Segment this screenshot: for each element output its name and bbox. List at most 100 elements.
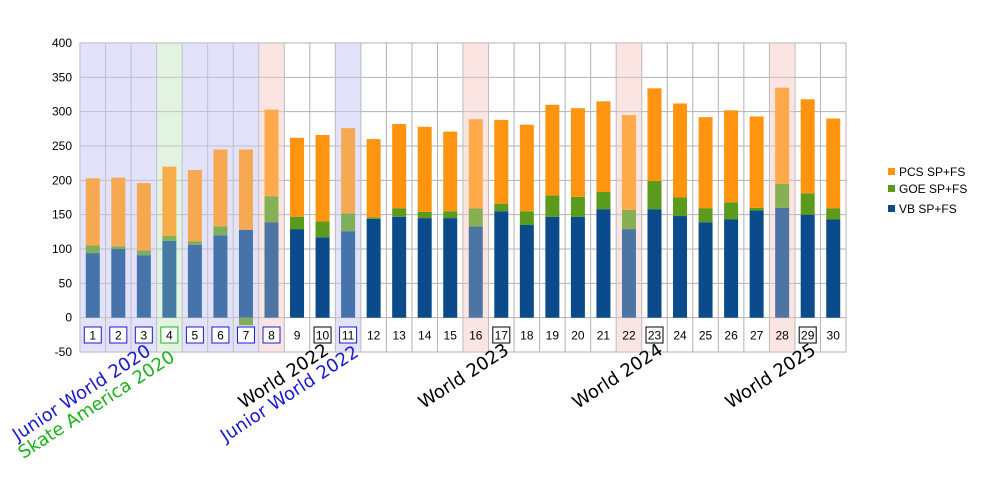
bar-goe: [468, 208, 483, 227]
bar-vb: [800, 214, 815, 318]
bar-pcs: [290, 137, 305, 217]
bar-vb: [315, 237, 330, 318]
bar-goe: [621, 209, 636, 230]
band-tint: [769, 43, 795, 352]
bar-vb: [290, 229, 305, 318]
x-tick-label: 30: [827, 329, 841, 343]
band-tint: [616, 43, 642, 352]
y-tick-label: 100: [52, 242, 72, 256]
x-tick-label: 19: [546, 329, 560, 343]
x-tick-label: 28: [775, 329, 789, 343]
x-tick-label: 2: [115, 329, 122, 343]
bar-vb: [647, 209, 662, 318]
y-tick-label: 250: [52, 139, 72, 153]
legend-swatch: [888, 205, 895, 212]
category-box: [134, 326, 153, 344]
bar-pcs: [85, 178, 100, 246]
bar-goe: [162, 235, 177, 241]
band-tint: [182, 43, 259, 352]
x-tick-label: 29: [801, 329, 815, 343]
bar-pcs: [187, 170, 202, 242]
legend-swatch: [888, 185, 895, 192]
legend-label: PCS SP+FS: [899, 165, 965, 179]
bar-vb: [545, 216, 560, 318]
x-tick-label: 22: [622, 329, 636, 343]
bar-vb: [570, 216, 585, 318]
bar-goe: [315, 221, 330, 238]
bar-vb: [264, 222, 279, 318]
x-tick-label: 9: [294, 329, 301, 343]
bar-vb: [213, 235, 228, 318]
bar-vb: [494, 211, 509, 318]
bar-goe: [698, 208, 713, 223]
bar-goe: [187, 241, 202, 245]
bar-pcs: [494, 119, 509, 204]
bar-vb: [238, 229, 253, 318]
band-tint: [258, 43, 285, 352]
bar-goe: [647, 181, 662, 210]
bar-pcs: [775, 87, 790, 184]
x-tick-label: 12: [367, 329, 381, 343]
bar-vb: [698, 222, 713, 318]
bar-pcs: [724, 110, 739, 203]
bar-goe: [417, 211, 432, 219]
bar-vb: [826, 219, 841, 318]
x-tick-label: 3: [140, 329, 147, 343]
bar-pcs: [826, 118, 841, 209]
bar-pcs: [621, 115, 636, 210]
category-box: [798, 326, 817, 344]
category-box: [236, 326, 255, 344]
x-category-labels: 1 2 3 4 5 6 7 8 9 10 11 12 13 14 15 16 17 18 19 20 21 22 23 24 2…: [83, 326, 841, 344]
y-tick-label: 300: [52, 105, 72, 119]
x-tick-label: 10: [316, 329, 330, 343]
bar-pcs: [698, 117, 713, 209]
category-box: [83, 326, 102, 344]
bar-vb: [187, 244, 202, 318]
category-box: [109, 326, 128, 344]
bar-pcs: [366, 139, 381, 218]
bar-vb: [673, 216, 688, 318]
legend-label: GOE SP+FS: [899, 182, 967, 196]
x-tick-label: 18: [520, 329, 534, 343]
y-axis: -50 0 50 100 150 200 250 300 350 400: [52, 36, 72, 359]
category-box: [211, 326, 230, 344]
bar-goe: [290, 216, 305, 230]
category-box: [339, 326, 358, 344]
bar-pcs: [341, 128, 356, 214]
bar-goe: [136, 250, 151, 256]
bar-vb: [417, 218, 432, 318]
category-box: [185, 326, 204, 344]
bar-vb: [519, 224, 534, 318]
bar-pcs: [111, 177, 126, 247]
band-tint: [156, 43, 183, 352]
x-tick-label: 15: [444, 329, 458, 343]
bar-pcs: [213, 149, 228, 227]
bar-vb: [749, 210, 764, 318]
bar-vb: [468, 226, 483, 318]
bar-goe: [800, 193, 815, 215]
bar-goe: [341, 213, 356, 232]
bar-goe: [264, 196, 279, 223]
bar-vb: [136, 255, 151, 318]
grid: [79, 42, 847, 353]
x-tick-label: 6: [217, 329, 224, 343]
y-tick-label: 350: [52, 70, 72, 84]
y-tick-label: 200: [52, 173, 72, 187]
bar-goe: [519, 211, 534, 225]
bar-goe: [366, 217, 381, 219]
x-tick-label: 16: [469, 329, 483, 343]
category-box: [262, 326, 281, 344]
bar-goe: [85, 245, 100, 254]
band-tint: [335, 43, 361, 352]
bar-goe: [545, 195, 560, 217]
bar-goe: [826, 208, 841, 220]
x-tick-label: 14: [418, 329, 432, 343]
bar-vb: [341, 231, 356, 318]
y-tick-label: 400: [52, 36, 72, 50]
y-tick-label: 0: [65, 311, 72, 325]
x-tick-label: 8: [268, 329, 275, 343]
bar-pcs: [545, 104, 560, 196]
bar-goe: [724, 202, 739, 220]
